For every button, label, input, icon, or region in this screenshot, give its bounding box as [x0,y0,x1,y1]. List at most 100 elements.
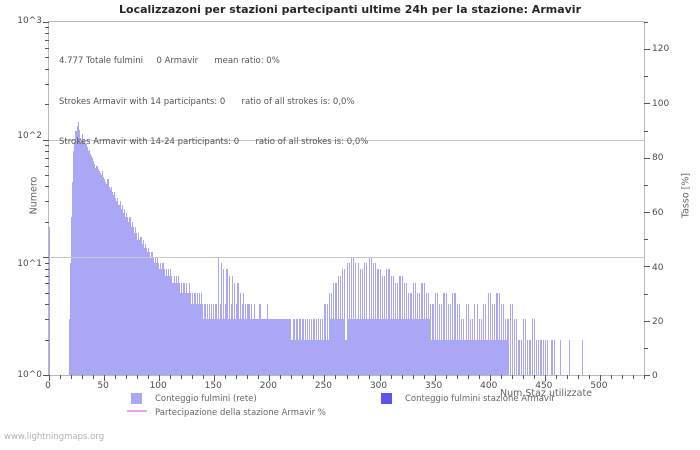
histogram-bar [174,283,176,375]
histogram-bar [540,339,542,375]
histogram-bar [485,304,487,375]
histogram-bar [336,318,338,375]
histogram-bar [129,217,131,375]
histogram-bar [304,318,306,375]
histogram-bar [221,318,224,375]
annotation-line-1: 4.777 Totale fulmini 0 Armavir mean rati… [59,56,280,66]
x-axis-tick [170,375,172,379]
histogram-bar [527,339,529,375]
histogram-bar [463,318,465,375]
histogram-bar [239,292,241,375]
histogram-bar [180,292,182,375]
x-axis-tick [610,375,612,379]
y-axis-tick [43,257,49,259]
histogram-bar [229,318,231,375]
histogram-bar [467,304,469,375]
legend-swatch-station [381,393,392,404]
x-axis-tick-label: 0 [45,381,51,391]
x-axis-tick-label: 400 [480,381,498,391]
histogram-bar [426,318,429,375]
page-title: Localizzazoni per stazioni partecipanti … [119,3,581,16]
histogram-bar [356,318,358,375]
y-axis-tick [45,283,49,285]
histogram-bar [214,318,216,375]
histogram-bar [300,318,302,375]
histogram-bar [493,339,495,375]
histogram-bar [331,292,333,375]
histogram-bar [439,304,441,375]
histogram-bar [215,304,217,375]
legend-label-ratio: Partecipazione della stazione Armavir % [155,408,326,418]
histogram-bar [392,275,394,375]
histogram-bar [111,191,113,375]
histogram-bar [551,339,553,375]
histogram-bar [315,318,317,375]
y-axis-tick [45,68,49,70]
histogram-bar [302,318,304,375]
histogram-bar [499,339,501,375]
histogram-bar [94,164,96,375]
x-axis-tick [599,375,601,381]
histogram-bar [380,318,382,375]
histogram-bar [349,318,351,375]
histogram-bar [112,194,115,375]
histogram-bar [260,318,262,375]
legend-swatch-network [131,393,142,404]
histogram-bar [233,318,235,375]
histogram-bar [246,318,248,375]
x-axis-tick [137,375,139,379]
histogram-bar [160,262,162,375]
histogram-bar [236,304,238,375]
histogram-bar [159,268,161,375]
histogram-bar [495,339,497,375]
histogram-bar [181,283,183,375]
histogram-bar [472,318,474,375]
histogram-bar [223,268,225,375]
histogram-bar [482,339,484,375]
histogram-bar [430,304,432,375]
histogram-bar [350,257,353,375]
x-axis-tick-label: 100 [149,381,167,391]
histogram-bar [110,186,112,375]
histogram-bar [477,339,479,375]
histogram-bar [183,283,185,375]
histogram-bar [202,304,204,375]
histogram-bar [281,318,283,375]
histogram-bar [90,156,93,375]
histogram-bar [536,339,538,375]
histogram-bar [386,268,388,375]
y2-axis-tick [644,49,650,51]
histogram-bar [434,292,436,375]
histogram-bar [505,318,507,375]
histogram-bar [414,283,416,375]
y2-axis-tick [644,320,650,322]
histogram-bar [471,339,473,375]
histogram-bar [394,283,397,375]
histogram-bar [316,339,318,375]
histogram-bar [402,318,404,375]
y2-axis-title: Tasso [%] [680,172,692,219]
y-axis-tick [45,175,49,177]
histogram-bar [266,318,268,375]
histogram-bar [269,318,271,375]
y-axis-tick [45,27,49,29]
histogram-bar [182,292,184,375]
x-axis-tick-label: 50 [97,381,109,391]
histogram-bar [314,339,316,375]
y2-axis-tick [644,239,648,241]
y-axis-tick [45,339,49,341]
histogram-bar [516,318,518,375]
histogram-bar [79,137,81,375]
histogram-bar [328,292,331,375]
y-axis-title: Numero [28,176,40,215]
histogram-bar [525,318,527,375]
histogram-bar [217,257,219,375]
histogram-bar [418,318,420,375]
histogram-bar [144,243,147,375]
x-axis-tick [467,375,469,379]
histogram-bar [446,339,448,375]
histogram-bar [498,292,500,375]
histogram-bar [299,318,301,375]
histogram-bar [279,318,281,375]
x-axis-tick [115,375,117,379]
